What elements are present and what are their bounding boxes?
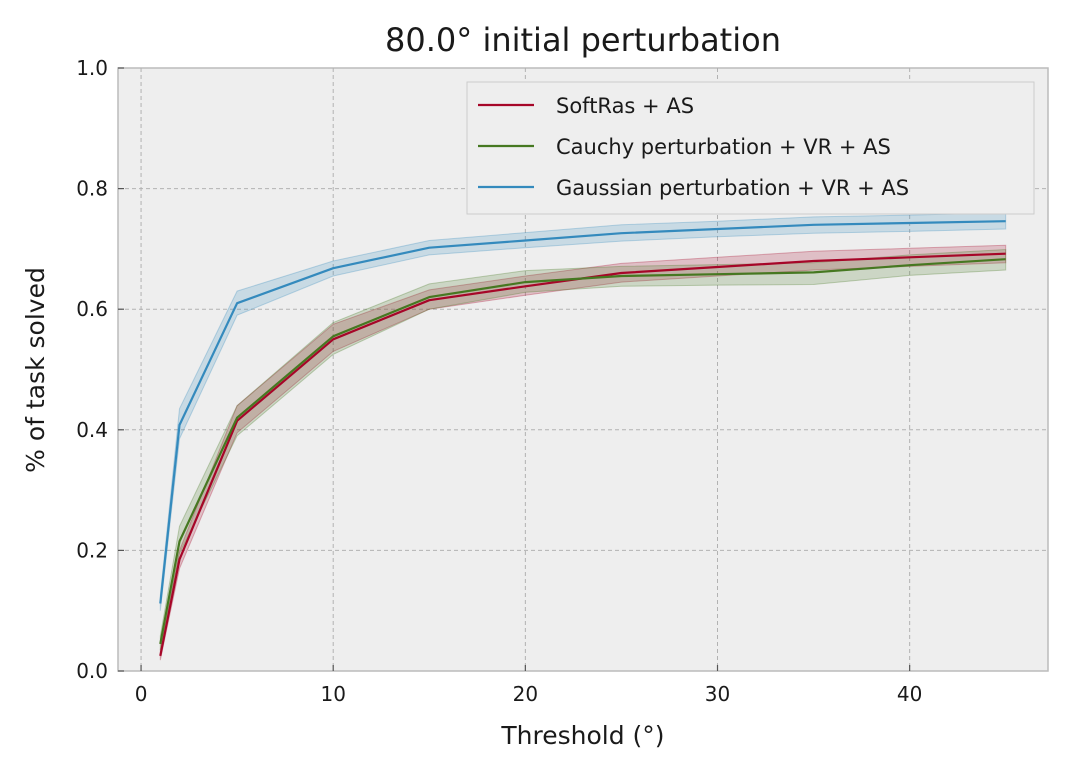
y-tick-label: 1.0 xyxy=(76,56,108,80)
y-tick-label: 0.0 xyxy=(76,659,108,683)
confidence-bands xyxy=(159,212,1007,661)
x-tick-label: 20 xyxy=(513,682,538,706)
x-tick-label: 0 xyxy=(135,682,148,706)
confidence-band-2 xyxy=(159,212,1007,611)
series-line-2 xyxy=(159,220,1006,604)
y-tick-label: 0.6 xyxy=(76,297,108,321)
legend-label-1: Cauchy perturbation + VR + AS xyxy=(556,135,891,159)
confidence-band-0 xyxy=(159,244,1007,661)
x-axis-ticks: 0 10 20 30 40 xyxy=(135,665,922,706)
chart-title: 80.0° initial perturbation xyxy=(385,21,781,59)
legend-label-0: SoftRas + AS xyxy=(556,94,694,118)
legend-label-2: Gaussian perturbation + VR + AS xyxy=(556,176,909,200)
y-axis-ticks: 0.0 0.2 0.4 0.6 0.8 1.0 xyxy=(76,56,124,683)
y-tick-label: 0.8 xyxy=(76,177,108,201)
legend: SoftRas + AS Cauchy perturbation + VR + A… xyxy=(466,81,1035,215)
y-tick-label: 0.4 xyxy=(76,418,108,442)
x-axis-label: Threshold (°) xyxy=(500,721,664,750)
series-lines xyxy=(159,220,1006,657)
series-line-1 xyxy=(159,258,1006,645)
x-tick-label: 30 xyxy=(705,682,730,706)
y-tick-label: 0.2 xyxy=(76,538,108,562)
legend-box xyxy=(466,81,1035,215)
y-axis-label: % of task solved xyxy=(21,267,50,473)
x-tick-label: 10 xyxy=(320,682,345,706)
series-line-0 xyxy=(159,252,1006,657)
x-tick-label: 40 xyxy=(897,682,922,706)
confidence-band-1 xyxy=(159,248,1007,650)
